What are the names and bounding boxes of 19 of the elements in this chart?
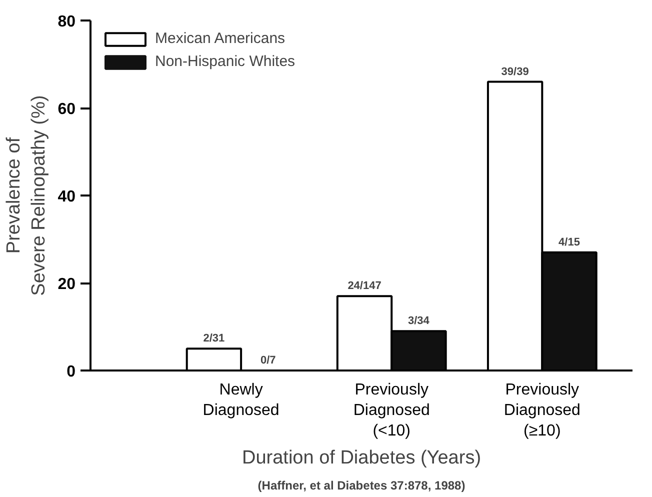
text: (Haffner, et al Diabetes 37:878, 1988)	[258, 478, 466, 492]
y-tick-label: 20	[58, 276, 76, 293]
data-label: 4/15	[558, 236, 580, 248]
data-label: 39/39	[501, 66, 529, 78]
y-tick-label: 60	[58, 101, 76, 118]
y-tick-label: 40	[58, 188, 76, 206]
x-tick-label: Newly Diagnosed	[202, 382, 280, 419]
legend-label: Mexican Americans	[155, 30, 286, 47]
y-tick-label: 0	[66, 364, 76, 380]
legend-label: Non-Hispanic Whites	[155, 53, 296, 70]
y-tick-label: 80	[58, 14, 76, 30]
data-label: 3/34	[408, 315, 430, 328]
data-label: 24/147	[348, 280, 382, 292]
data-label: 2/31	[203, 332, 225, 345]
data-label: 0/7	[260, 354, 276, 366]
x-tick-label: Previously Diagnosed (≥10)	[504, 382, 580, 440]
x-axis-title: Duration of Diabetes (Years)	[242, 447, 482, 468]
y-axis-title: Prevalence of Severe Relinopathy (%)	[4, 95, 50, 296]
x-tick-label: Previously Diagnosed (<10)	[353, 382, 430, 440]
